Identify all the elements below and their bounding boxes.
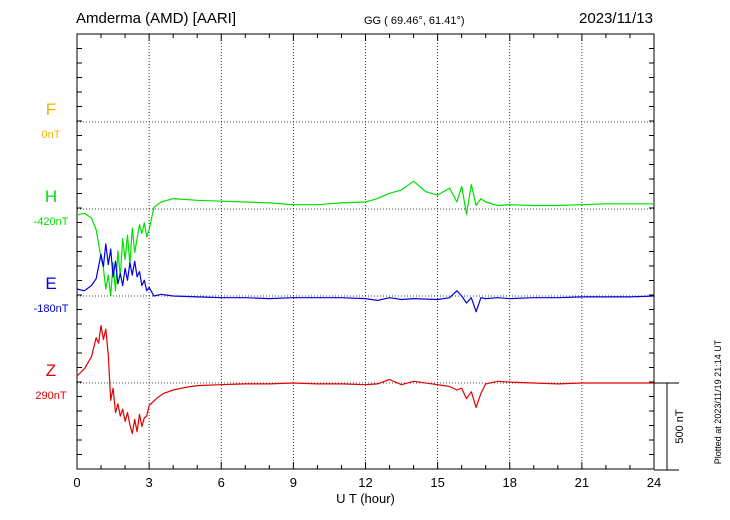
series-baseline-f: 0nT bbox=[42, 129, 61, 141]
series-baseline-h: -420nT bbox=[34, 216, 69, 228]
series-baseline-e: -180nT bbox=[34, 303, 69, 315]
x-tick-label: 24 bbox=[647, 475, 661, 490]
series-e: E -180nT bbox=[34, 243, 655, 315]
series-line-h bbox=[76, 180, 654, 297]
series-line-z bbox=[76, 325, 654, 435]
station-title: Amderma (AMD) [AARI] bbox=[76, 10, 237, 27]
x-axis-label: U T (hour) bbox=[336, 491, 395, 506]
geographic-coordinates: GG ( 69.46°, 61.41°) bbox=[364, 15, 465, 27]
plotted-timestamp: Plotted at 2023/11/19 21:14 UT bbox=[713, 339, 723, 465]
series-name-e: E bbox=[45, 274, 56, 293]
series-name-f: F bbox=[46, 100, 56, 119]
x-tick-label: 9 bbox=[290, 475, 297, 490]
x-tick-label: 15 bbox=[430, 475, 444, 490]
series-z: Z 290nT bbox=[35, 325, 654, 435]
series-line-e bbox=[76, 243, 655, 313]
chart-date: 2023/11/13 bbox=[579, 10, 653, 27]
scale-bar-label: 500 nT bbox=[674, 409, 686, 444]
x-tick-label: 21 bbox=[575, 475, 589, 490]
x-tick-label: 12 bbox=[358, 475, 372, 490]
series-h: H -420nT bbox=[34, 180, 654, 297]
x-tick-label: 0 bbox=[73, 475, 80, 490]
series-name-z: Z bbox=[46, 361, 56, 380]
series-f: F 0nT bbox=[42, 100, 61, 141]
x-tick-label: 6 bbox=[218, 475, 225, 490]
x-tick-label: 3 bbox=[146, 475, 153, 490]
x-tick-label: 18 bbox=[503, 475, 517, 490]
series-baseline-z: 290nT bbox=[35, 390, 66, 402]
series-name-h: H bbox=[45, 187, 57, 206]
